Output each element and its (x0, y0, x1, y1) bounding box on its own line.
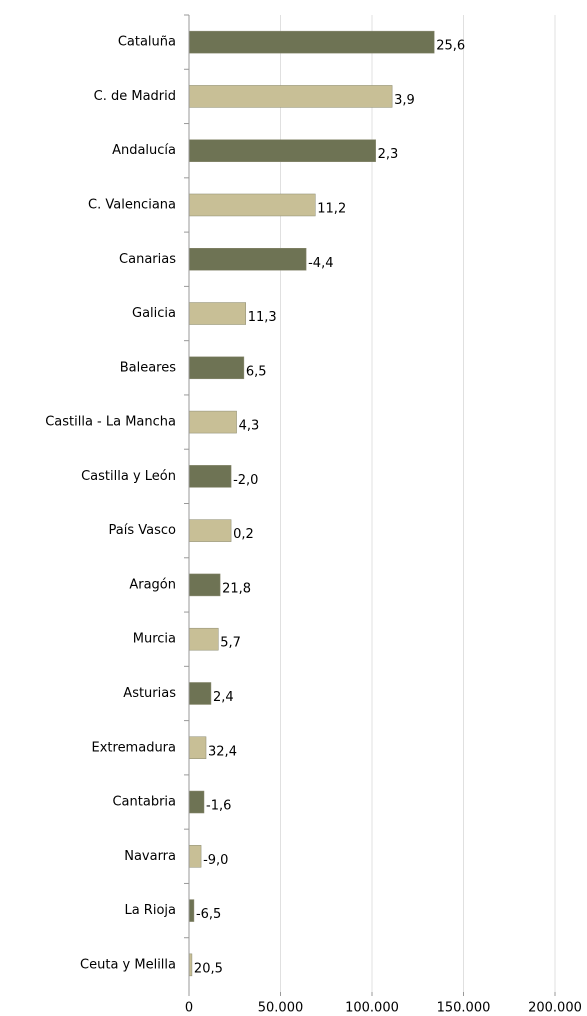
change-label: 11,3 (248, 310, 277, 325)
y-tick-label: Navarra (124, 849, 176, 864)
y-tick-label: C. de Madrid (94, 89, 176, 104)
y-tick-label: Canarias (119, 252, 176, 267)
x-tick-label: 200.000 (528, 1001, 582, 1016)
y-tick-label: Extremadura (92, 740, 177, 755)
change-label: 3,9 (394, 93, 415, 108)
change-label: -1,6 (206, 799, 231, 814)
y-tick-label: Ceuta y Melilla (80, 957, 176, 972)
change-label: 4,3 (239, 419, 260, 434)
y-tick-label: Murcia (133, 632, 176, 647)
y-tick-label: Castilla y León (81, 469, 176, 484)
bar (188, 845, 202, 868)
change-label: 20,5 (194, 961, 223, 976)
bar (188, 248, 307, 271)
change-label: -2,0 (233, 473, 258, 488)
change-label: -6,5 (196, 907, 221, 922)
change-label: 21,8 (222, 581, 251, 596)
y-tick-label: Cantabria (112, 795, 176, 810)
bar (188, 193, 316, 217)
change-label: -9,0 (203, 853, 228, 868)
change-label: 2,4 (213, 690, 234, 705)
x-tick-label: 150.000 (437, 1001, 491, 1016)
bar (188, 790, 205, 814)
change-label: 32,4 (208, 744, 237, 759)
change-label: 2,3 (378, 147, 399, 162)
bar (188, 356, 245, 380)
change-label: 5,7 (220, 636, 241, 651)
y-tick-label: País Vasco (109, 523, 177, 538)
x-tick-label: 50.000 (258, 1001, 304, 1016)
bar (188, 30, 435, 54)
change-label: -4,4 (308, 256, 333, 271)
bar (188, 302, 246, 325)
change-label: 11,2 (317, 201, 346, 216)
y-tick-label: La Rioja (124, 903, 176, 918)
x-tick-label: 0 (185, 1001, 193, 1016)
y-tick-label: Andalucía (112, 143, 176, 158)
bar (188, 899, 195, 922)
y-tick-label: Galicia (132, 306, 176, 321)
bar (188, 410, 237, 434)
change-label: 0,2 (233, 527, 254, 542)
bar (188, 139, 376, 162)
y-tick-label: Baleares (120, 360, 177, 375)
x-tick-label: 100.000 (345, 1001, 399, 1016)
change-label: 6,5 (246, 364, 267, 379)
bar (188, 627, 219, 651)
bar (188, 465, 232, 488)
y-tick-label: Aragón (129, 577, 176, 592)
y-tick-label: Castilla - La Mancha (45, 415, 176, 430)
bar (188, 85, 393, 108)
bar (188, 682, 212, 705)
bar (188, 519, 232, 542)
bar (188, 573, 221, 597)
change-label: 25,6 (436, 39, 465, 54)
bar (188, 736, 207, 759)
y-tick-label: Cataluña (118, 35, 176, 50)
y-tick-label: Asturias (123, 686, 176, 701)
y-tick-label: C. Valenciana (88, 197, 176, 212)
